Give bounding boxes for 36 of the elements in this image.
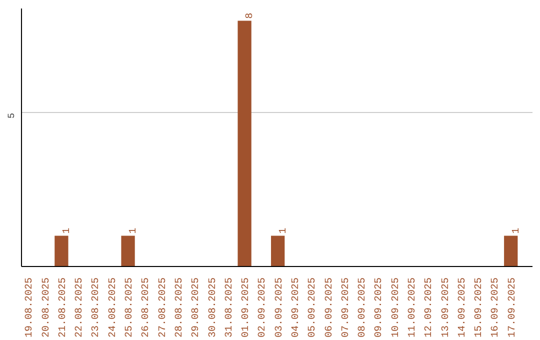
x-tick-label: 10.09.2025 xyxy=(390,277,402,338)
x-tick-label: 24.08.2025 xyxy=(108,277,119,338)
x-tick-label: 29.08.2025 xyxy=(191,277,202,338)
x-tick-label: 05.09.2025 xyxy=(308,277,319,338)
x-tick-label: 12.09.2025 xyxy=(424,277,436,338)
x-tick-label: 17.09.2025 xyxy=(507,277,518,338)
x-tick-label: 27.08.2025 xyxy=(158,277,169,338)
x-tick-label: 11.09.2025 xyxy=(407,277,418,338)
x-tick-label: 02.09.2025 xyxy=(258,277,269,338)
x-tick-label: 13.09.2025 xyxy=(440,277,452,338)
x-tick-label: 06.09.2025 xyxy=(324,277,336,338)
data-label: 1 xyxy=(128,228,140,234)
x-tick-label: 21.08.2025 xyxy=(58,277,69,338)
x-tick-label: 23.08.2025 xyxy=(91,277,102,338)
x-tick-label: 30.08.2025 xyxy=(208,277,219,338)
x-tick-label: 20.08.2025 xyxy=(41,277,52,338)
x-tick-label: 31.08.2025 xyxy=(224,277,236,338)
data-label: 1 xyxy=(278,228,290,234)
y-tick-label: 5 xyxy=(6,112,17,119)
x-tick-label: 15.09.2025 xyxy=(474,277,486,338)
x-tick-label: 19.08.2025 xyxy=(24,277,36,338)
x-tick-label: 09.09.2025 xyxy=(374,277,386,338)
x-tick-label: 22.08.2025 xyxy=(74,277,86,338)
x-tick-label: 08.09.2025 xyxy=(358,277,369,338)
data-label: 1 xyxy=(511,228,522,234)
x-tick-label: 01.09.2025 xyxy=(241,277,252,338)
x-tick-label: 07.09.2025 xyxy=(340,277,352,338)
data-label: 1 xyxy=(62,228,73,234)
x-tick-label: 04.09.2025 xyxy=(290,277,302,338)
x-tick-label: 28.08.2025 xyxy=(174,277,186,338)
x-tick-label: 03.09.2025 xyxy=(274,277,286,338)
x-tick-label: 25.08.2025 xyxy=(124,277,136,338)
x-tick-label: 14.09.2025 xyxy=(457,277,468,338)
data-label: 8 xyxy=(245,12,256,19)
x-tick-label: 26.08.2025 xyxy=(141,277,152,338)
x-tick-label: 16.09.2025 xyxy=(490,277,502,338)
